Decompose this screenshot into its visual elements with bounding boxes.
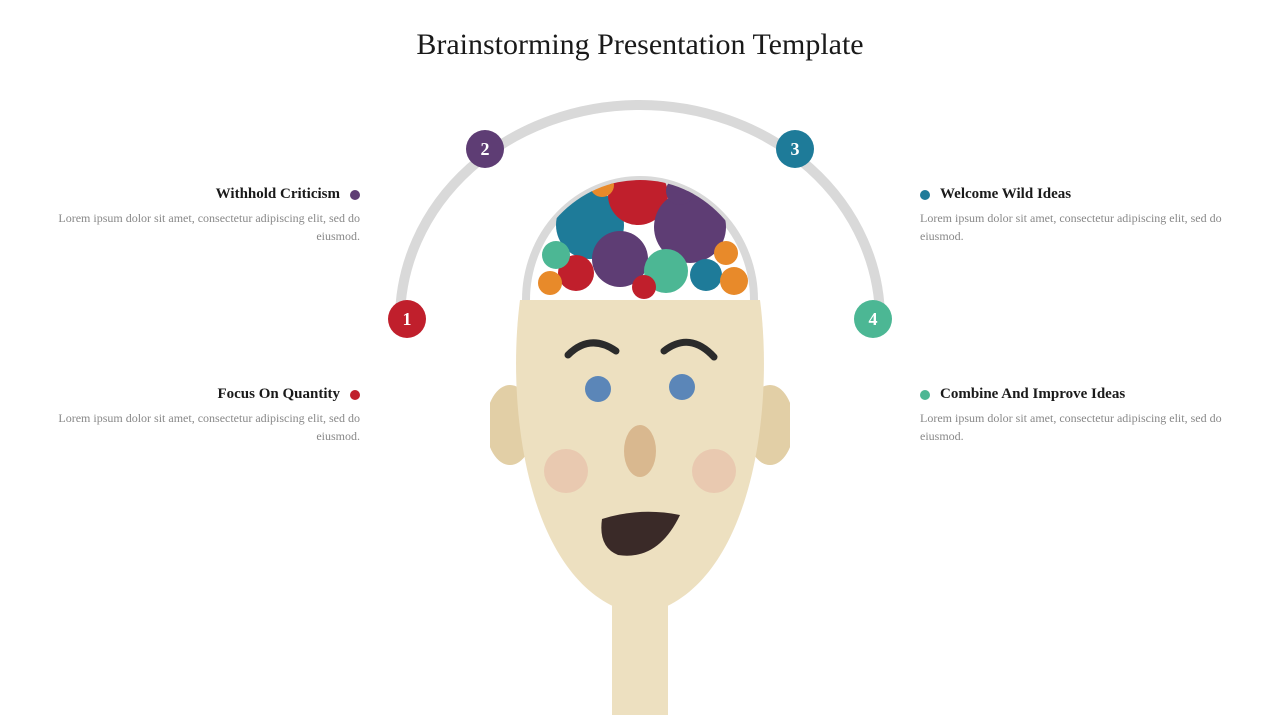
step-badge-4: 4 <box>854 300 892 338</box>
info-item-1: Withhold Criticism Lorem ipsum dolor sit … <box>50 186 360 245</box>
info-item-3: Welcome Wild Ideas Lorem ipsum dolor sit … <box>920 186 1230 245</box>
info-item-label: Combine And Improve Ideas <box>940 386 1125 403</box>
bullet-dot <box>920 190 930 200</box>
bullet-dot <box>350 190 360 200</box>
info-item-desc: Lorem ipsum dolor sit amet, consectetur … <box>920 409 1230 445</box>
info-item-label: Focus On Quantity <box>217 386 340 403</box>
info-item-desc: Lorem ipsum dolor sit amet, consectetur … <box>920 209 1230 245</box>
info-item-label: Welcome Wild Ideas <box>940 186 1071 203</box>
head-illustration <box>490 155 790 715</box>
info-item-label: Withhold Criticism <box>216 186 340 203</box>
step-badge-1: 1 <box>388 300 426 338</box>
info-item-title: Focus On Quantity <box>50 386 360 403</box>
bullet-dot <box>920 390 930 400</box>
info-item-title: Combine And Improve Ideas <box>920 386 1230 403</box>
bullet-dot <box>350 390 360 400</box>
info-item-desc: Lorem ipsum dolor sit amet, consectetur … <box>50 409 360 445</box>
info-item-title: Withhold Criticism <box>50 186 360 203</box>
info-item-desc: Lorem ipsum dolor sit amet, consectetur … <box>50 209 360 245</box>
page-title: Brainstorming Presentation Template <box>0 28 1280 62</box>
info-item-2: Focus On Quantity Lorem ipsum dolor sit a… <box>50 386 360 445</box>
info-item-title: Welcome Wild Ideas <box>920 186 1230 203</box>
info-item-4: Combine And Improve Ideas Lorem ipsum dol… <box>920 386 1230 445</box>
